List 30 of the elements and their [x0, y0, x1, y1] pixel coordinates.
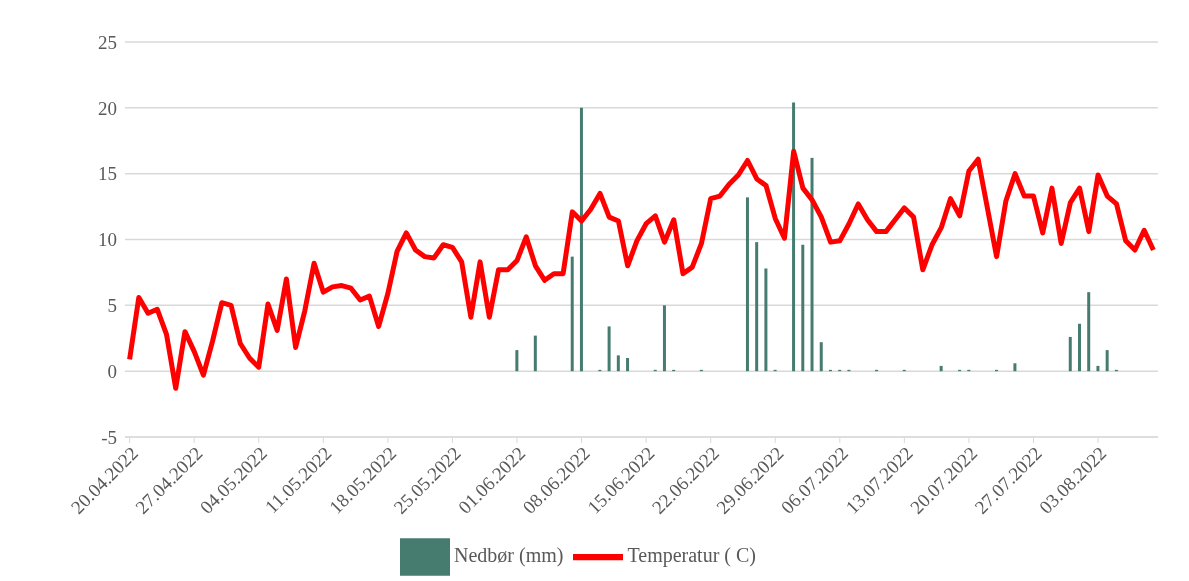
bar — [533, 335, 537, 372]
y-tick-label: 15 — [98, 163, 117, 185]
legend-label: Nedbør (mm) — [454, 543, 564, 566]
bar — [1077, 323, 1081, 372]
bar — [570, 256, 574, 372]
y-tick-label: 5 — [107, 295, 117, 317]
bar — [1068, 336, 1072, 372]
bar — [819, 342, 823, 372]
legend-label: Temperatur ( C) — [627, 543, 756, 566]
bar — [515, 350, 519, 372]
bar — [810, 157, 814, 372]
bar — [939, 365, 943, 372]
bar — [616, 355, 620, 372]
bar — [579, 107, 583, 372]
bar — [1013, 363, 1017, 372]
y-tick-label: -5 — [101, 426, 117, 448]
bar — [662, 305, 666, 372]
y-tick-label: 0 — [107, 360, 117, 382]
y-tick-label: 20 — [98, 97, 117, 119]
bar — [755, 242, 759, 372]
y-tick-label: 25 — [98, 31, 117, 53]
bar — [1096, 365, 1100, 372]
bar — [745, 197, 749, 372]
bar — [801, 244, 805, 372]
y-tick-label: 10 — [98, 229, 117, 251]
bar — [626, 358, 630, 372]
bar — [607, 326, 611, 372]
bar — [1105, 350, 1109, 372]
bar — [764, 268, 768, 372]
bar — [1087, 292, 1091, 372]
